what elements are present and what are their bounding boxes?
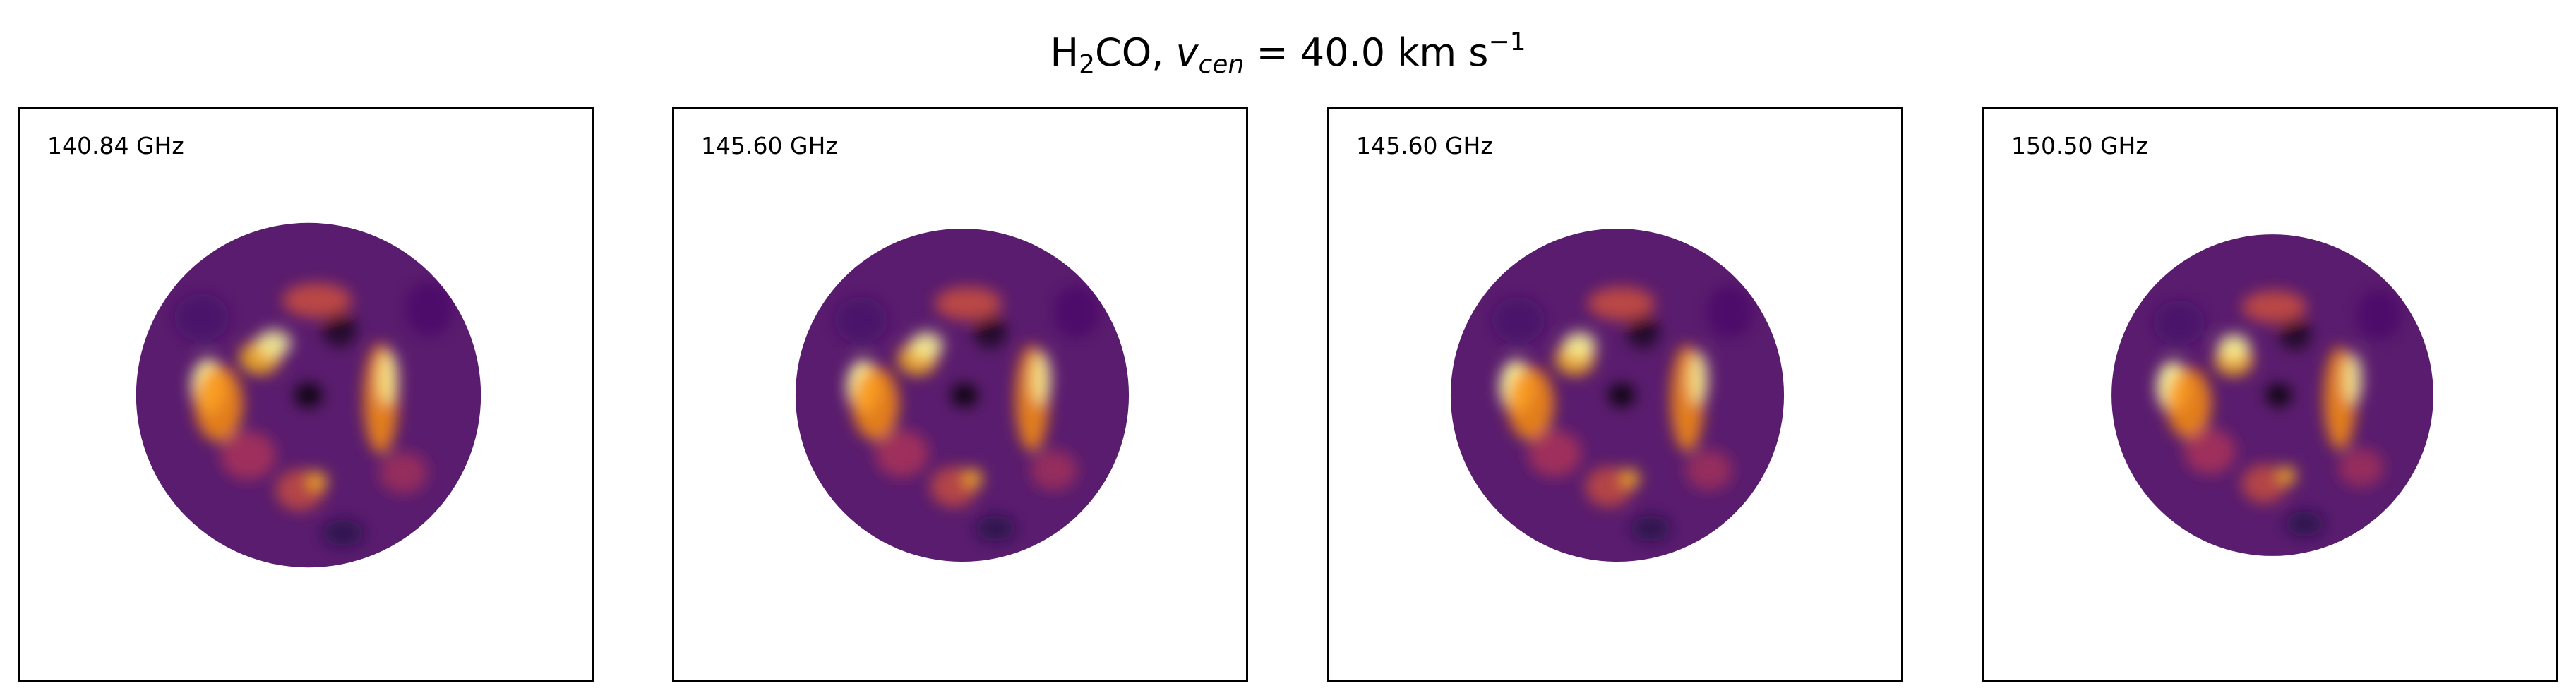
panel-1: 140.84 GHz [18,107,594,682]
emission-blob [322,519,364,547]
emission-blob [174,293,229,342]
emission-blob [2343,353,2363,405]
emission-blob [220,431,276,480]
emission-blob [2265,384,2292,406]
emission-blob [2153,300,2205,346]
emission-blob [910,332,944,359]
title-exponent: −1 [1488,28,1526,56]
emission-blob [1030,449,1077,490]
intensity-map-3 [1450,228,1785,562]
emission-blob [1688,351,1708,406]
emission-blob [935,286,1002,320]
emission-structure [174,281,454,547]
emission-blob [405,281,454,337]
emission-blob [2183,428,2236,474]
title-subscript: 2 [1079,50,1095,79]
emission-blob [2217,334,2251,360]
emission-blob [322,312,357,347]
emission-blob [2241,464,2287,503]
emission-blob [2277,466,2296,485]
emission-blob [2285,511,2324,537]
emission-blob [962,468,983,489]
panel-4: 150.50 GHz [1982,107,2558,682]
title-value: = 40.0 km s [1244,30,1489,75]
emission-blob [1630,514,1671,542]
emission-blob [1626,315,1660,349]
figure-title: H2CO, vcen = 40.0 km s−1 [0,14,2576,93]
frequency-label-2: 145.60 GHz [701,132,838,159]
panel-2: 145.60 GHz [672,107,1248,682]
title-molecule: H [1050,30,1079,75]
panel-3: 145.60 GHz [1327,107,1903,682]
frequency-label-3: 145.60 GHz [1356,132,1493,159]
intensity-map-1 [136,222,481,568]
emission-blob [875,430,929,477]
emission-blob [1706,285,1754,339]
emission-blob [2241,290,2307,323]
emission-blob [2338,448,2384,487]
emission-blob [1563,332,1597,359]
emission-blob [951,383,978,407]
emission-blob [1685,449,1732,490]
emission-blob [1608,383,1636,407]
emission-blob [1528,430,1582,477]
emission-blob [975,514,1016,542]
emission-blob [973,315,1007,349]
emission-blob [194,366,244,442]
emission-structure [2153,289,2402,537]
emission-structure [1492,285,1754,542]
emission-blob [1031,351,1051,406]
emission-blob [379,452,428,494]
emission-blob [306,471,328,492]
title-variable: v [1175,30,1199,75]
frequency-label-4: 150.50 GHz [2011,132,2148,159]
emission-blob [2166,368,2212,439]
emission-blob [377,350,398,406]
emission-blob [852,366,899,440]
emission-blob [282,283,352,318]
emission-blob [1619,468,1641,489]
emission-blob [834,296,888,344]
emission-blob [1492,296,1545,344]
emission-blob [1053,285,1101,339]
emission-blob [256,330,292,358]
emission-blob [2356,289,2402,341]
emission-blob [1507,366,1554,440]
intensity-map-4 [2111,234,2433,556]
title-variable-subscript: cen [1198,50,1245,79]
title-molecule-rest: CO, [1095,30,1176,75]
emission-blob [1588,286,1655,320]
emission-structure [834,285,1101,542]
frequency-label-1: 140.84 GHz [47,132,184,159]
intensity-map-2 [795,228,1130,562]
emission-blob [2279,318,2311,351]
emission-blob [294,382,323,408]
